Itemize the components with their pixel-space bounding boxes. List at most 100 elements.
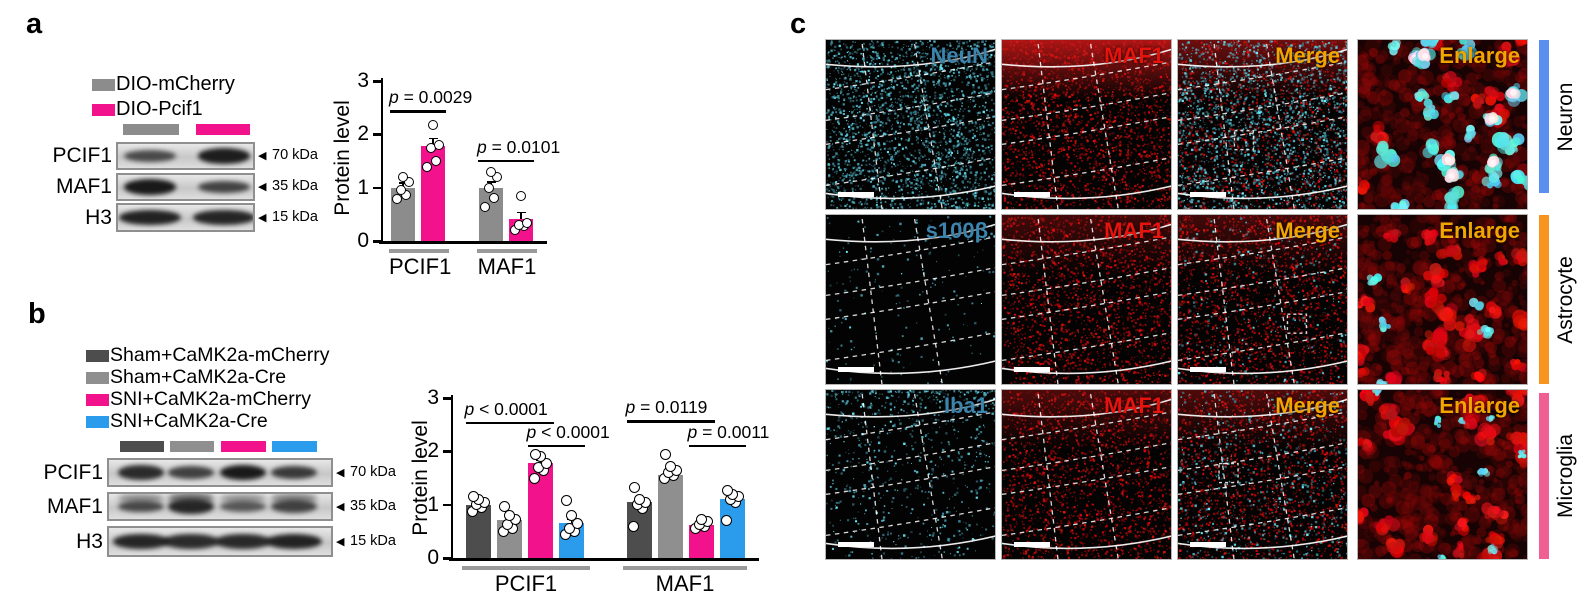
chart-b-category-underline — [623, 566, 747, 570]
micrograph-channel-label: Enlarge — [1439, 43, 1520, 68]
chart-b-data-point — [665, 460, 676, 472]
micrograph-image — [1178, 390, 1347, 559]
chart-b-p-line — [626, 420, 715, 423]
panel-b-blot-band — [220, 464, 266, 481]
chart-b-data-point — [499, 500, 510, 512]
micrograph-channel-label: s100β — [925, 218, 988, 243]
chart-a-data-point — [401, 190, 411, 201]
panel-a-blot-box — [116, 173, 255, 201]
chart-a-category-underline — [389, 249, 449, 253]
chart-b-error-bar — [570, 518, 573, 524]
panel-b-blot-band-smear — [220, 494, 266, 503]
chart-b-y-tick — [443, 503, 451, 507]
chart-a-category-label: PCIF1 — [389, 254, 452, 279]
panel-b-blot-band — [113, 534, 169, 549]
panel-b-legend-label: SNI+CaMK2a-mCherry — [110, 388, 312, 410]
micrograph-channel-label: MAF1 — [1104, 218, 1164, 243]
panel-b-blot-band — [271, 465, 317, 480]
panel-a-lane-marker — [196, 124, 250, 135]
chart-b-category-underline — [462, 566, 590, 570]
chart-a-data-point — [392, 194, 402, 205]
micrograph-image — [1178, 215, 1347, 384]
panel-a-blot-band — [193, 210, 253, 225]
chart-b-y-tick — [443, 450, 451, 453]
chart-a-y-tick — [373, 240, 381, 243]
chart-b-y-axis — [450, 395, 453, 561]
chart-b-data-point — [504, 509, 515, 521]
chart-a-data-point — [484, 182, 494, 193]
panel-b-kda-arrow-icon: ◀ — [336, 466, 345, 479]
chart-a-y-tick — [373, 133, 381, 136]
micrograph-tile: NeuN — [825, 39, 996, 210]
panel-b-blot-band — [271, 500, 317, 513]
panel-b-legend-label: SNI+CaMK2a-Cre — [110, 410, 268, 432]
chart-a-error-bar — [520, 211, 522, 219]
micrograph-channel-label: NeuN — [930, 43, 988, 68]
chart-a-p-value: p = 0.0101 — [477, 136, 561, 157]
chart-b-data-point — [722, 484, 733, 496]
panel-b-kda-label: 35 kDa — [350, 497, 396, 514]
micrograph-image — [1178, 40, 1347, 209]
chart-a-data-point — [492, 172, 502, 183]
chart-b-y-tick-label: 3 — [427, 386, 439, 410]
micrograph-channel-label: Merge — [1275, 393, 1340, 418]
panel-a-kda-arrow-icon: ◀ — [258, 211, 267, 224]
chart-a-data-point — [516, 190, 526, 201]
chart-a-y-tick — [373, 186, 381, 190]
panel-a-legend-swatch — [92, 104, 115, 116]
chart-a-p-line — [478, 159, 534, 163]
panel-a-blot-band — [198, 148, 250, 164]
panel-a-kda-label: 35 kDa — [272, 178, 318, 194]
micrograph-tile: s100β — [825, 214, 996, 385]
panel-b-legend-swatch — [86, 416, 109, 428]
panel-b-blot-protein-label: PCIF1 — [43, 460, 103, 484]
micrograph-tile: MAF1 — [1001, 389, 1172, 560]
panel-b-legend-swatch — [86, 394, 109, 406]
panel-b-lane-marker — [272, 441, 317, 452]
scale-bar — [838, 367, 874, 372]
panel-b-blot-band-smear — [168, 494, 214, 505]
chart-b-data-point — [628, 520, 639, 532]
panel-a-blot-protein-label: MAF1 — [55, 175, 112, 198]
chart-a-data-point — [480, 202, 490, 213]
panel-b-label: b — [28, 298, 46, 330]
chart-a-y-tick-label: 3 — [357, 69, 369, 93]
panel-a-blot-protein-label: H3 — [85, 205, 112, 229]
micrograph-tile: Iba1 — [825, 389, 996, 560]
cell-type-color-bar — [1539, 215, 1549, 384]
chart-a-data-point — [434, 140, 444, 151]
panel-b-lane-marker — [170, 441, 214, 452]
panel-b-blot-box — [107, 526, 333, 557]
chart-a-error-cap — [516, 211, 526, 214]
cell-type-label: Astrocyte — [1554, 255, 1577, 344]
chart-b-data-point — [530, 448, 541, 460]
panel-a-blot-band — [124, 179, 176, 195]
chart-b-y-tick-label: 2 — [427, 439, 439, 463]
panel-b-blot-protein-label: MAF1 — [46, 494, 103, 518]
chart-a-category-underline — [477, 249, 537, 253]
panel-a-legend-swatch — [92, 79, 115, 91]
panel-a-blot-protein-label: PCIF1 — [52, 144, 112, 167]
chart-a-error-bar — [432, 137, 434, 147]
micrograph-tile: Merge — [1177, 214, 1348, 385]
chart-a-error-cap — [428, 137, 438, 140]
chart-a-data-point — [398, 172, 408, 183]
panel-b-blot-band-smear — [271, 494, 317, 504]
chart-a-p-line — [390, 110, 446, 113]
chart-b-data-point — [660, 448, 671, 460]
chart-b-p-line — [688, 445, 746, 448]
panel-b-blot-band — [168, 466, 214, 479]
micrograph-image — [826, 215, 995, 384]
chart-a-y-tick-label: 2 — [357, 122, 369, 146]
chart-b-data-point — [696, 513, 707, 525]
panel-b-kda-arrow-icon: ◀ — [336, 500, 345, 513]
panel-b-blot-protein-label: H3 — [76, 529, 103, 553]
micrograph-image — [1358, 40, 1527, 209]
micrograph-image — [826, 40, 995, 209]
micrograph-image — [1358, 390, 1527, 559]
panel-a-label: a — [26, 8, 43, 40]
scale-bar — [838, 542, 874, 547]
panel-b-blot-band — [215, 534, 271, 549]
micrograph-channel-label: Merge — [1275, 43, 1340, 68]
